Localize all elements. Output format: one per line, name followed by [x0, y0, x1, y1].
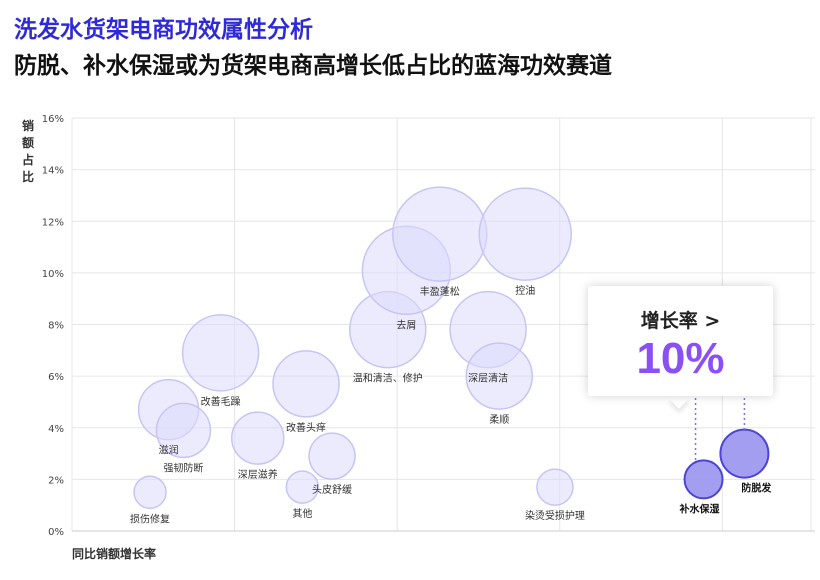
y-tick-labels: 0% 2% 4% 6% 8% 10% 12% 14% 16%	[42, 114, 64, 538]
y-tick-label: 16%	[42, 114, 64, 125]
y-tick-label: 10%	[42, 269, 64, 280]
bubble-label: 改善毛躁	[201, 395, 241, 408]
bubble	[272, 350, 340, 418]
growth-callout: 增长率 > 10%	[588, 286, 773, 396]
bubble	[478, 187, 572, 281]
bubble	[536, 468, 574, 506]
y-tick-label: 8%	[48, 321, 64, 332]
bubble	[133, 475, 167, 510]
bubble-label: 温和清洁、修护	[353, 372, 423, 385]
bubble-label: 改善头痒	[286, 421, 326, 434]
bubble-label: 强韧防断	[163, 461, 203, 474]
callout-value: 10%	[636, 334, 725, 383]
page-subtitle: 防脱、补水保湿或为货架电商高增长低占比的蓝海功效赛道	[14, 53, 612, 79]
bubble-label: 丰盈蓬松	[420, 285, 460, 298]
bubble-label: 其他	[292, 507, 312, 520]
bubble-label: 损伤修复	[130, 512, 170, 525]
y-tick-label: 14%	[42, 166, 64, 177]
bubble-label: 补水保湿	[679, 502, 720, 515]
y-tick-label: 4%	[48, 424, 64, 435]
bubble-label: 染烫受损护理	[525, 509, 585, 522]
bubble	[285, 470, 320, 504]
y-tick-label: 0%	[48, 527, 64, 538]
bubble	[181, 314, 260, 392]
bubble-highlight	[683, 459, 724, 500]
bubble-label: 头皮舒缓	[312, 483, 352, 496]
bubble-highlight	[719, 428, 770, 479]
bubble-label: 深层滋养	[238, 468, 278, 481]
bubble-label: 防脱发	[741, 482, 772, 495]
page-title: 洗发水货架电商功效属性分析	[14, 17, 313, 43]
y-tick-label: 12%	[42, 217, 64, 228]
y-tick-label: 6%	[48, 372, 64, 383]
bubble	[155, 402, 212, 459]
bubble	[231, 411, 285, 465]
bubble	[392, 186, 488, 282]
x-axis-label: 同比销额增长率	[72, 547, 157, 561]
y-tick-label: 2%	[48, 475, 64, 486]
bubble	[465, 342, 533, 410]
bubbles	[133, 186, 770, 510]
bubble-label: 滋润	[159, 444, 179, 457]
bubble	[308, 432, 356, 480]
bubble-label: 去屑	[396, 319, 416, 331]
callout-label: 增长率 >	[640, 310, 721, 332]
bubble-label: 柔顺	[489, 414, 509, 426]
bubble-label: 控油	[515, 284, 535, 297]
y-axis-label: 销额占比	[21, 119, 34, 184]
bubble-label: 深层清洁	[468, 372, 508, 385]
